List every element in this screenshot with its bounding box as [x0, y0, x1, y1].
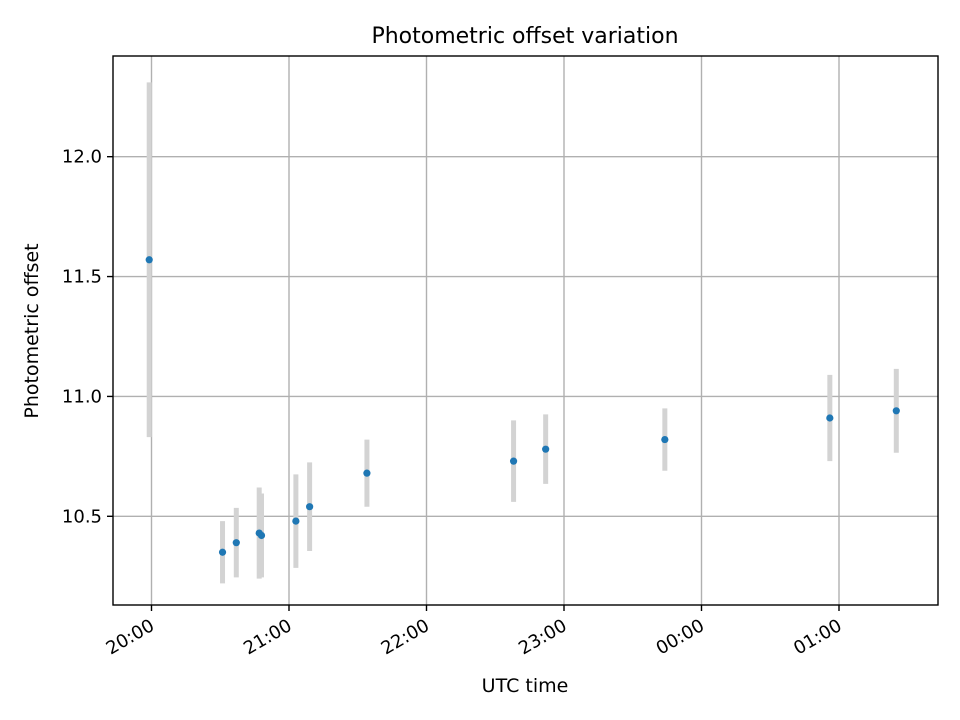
x-tick-label: 01:00 — [790, 615, 845, 659]
data-point — [826, 414, 834, 422]
x-axis-ticks: 20:00 21:00 22:00 23:00 00:00 01:00 — [103, 605, 846, 659]
x-axis-label: UTC time — [482, 675, 569, 697]
x-tick-label: 22:00 — [378, 615, 433, 659]
data-point — [257, 531, 266, 540]
x-tick-label: 23:00 — [515, 615, 570, 659]
y-tick-label: 10.5 — [62, 506, 102, 527]
plot-frame — [112, 55, 939, 606]
data-point — [509, 457, 518, 465]
data-point — [218, 548, 227, 556]
errorbars — [146, 82, 899, 584]
y-tick-label: 11.5 — [62, 267, 102, 288]
y-axis-label: Photometric offset — [21, 243, 43, 418]
data-point — [542, 445, 550, 453]
data-point — [363, 469, 371, 477]
x-tick-label: 00:00 — [653, 615, 708, 659]
y-axis-ticks: 10.5 11.0 11.5 12.0 — [62, 147, 113, 527]
y-tick-label: 11.0 — [62, 386, 102, 407]
data-points — [145, 256, 900, 556]
data-point — [292, 517, 300, 525]
x-tick-label: 21:00 — [240, 615, 295, 659]
x-tick-label: 20:00 — [103, 615, 158, 659]
chart-title: Photometric offset variation — [371, 24, 678, 49]
data-point — [892, 407, 900, 415]
grid — [113, 56, 938, 605]
data-point — [145, 256, 153, 264]
data-point — [232, 539, 240, 547]
data-point — [661, 435, 669, 444]
data-point — [306, 503, 314, 511]
y-tick-label: 12.0 — [62, 147, 102, 168]
